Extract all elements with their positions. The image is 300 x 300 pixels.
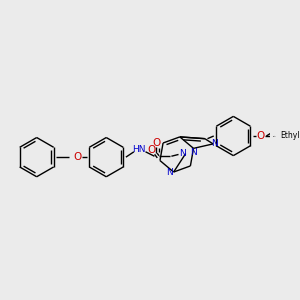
Text: Ethyl: Ethyl: [273, 136, 276, 137]
Text: O: O: [152, 138, 160, 148]
Text: N: N: [212, 140, 218, 148]
Text: N: N: [166, 167, 172, 176]
Text: Ethyl: Ethyl: [280, 131, 299, 140]
Text: O: O: [147, 145, 155, 155]
Text: HN: HN: [132, 146, 145, 154]
Text: O: O: [74, 152, 82, 162]
Text: N: N: [179, 149, 185, 158]
Text: O: O: [256, 131, 264, 141]
Text: N: N: [190, 148, 197, 157]
